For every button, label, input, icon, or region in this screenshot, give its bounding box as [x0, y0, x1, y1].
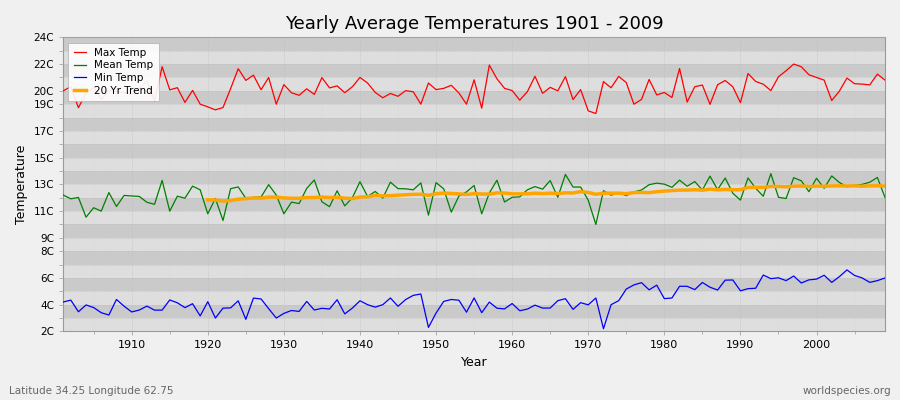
Mean Temp [606, 193, 616, 198]
20 Yr Trend [218, 199, 229, 204]
Line: Mean Temp: Mean Temp [63, 174, 885, 224]
Min Temp [286, 308, 297, 313]
Mean Temp [332, 188, 343, 193]
Min Temp [606, 302, 616, 307]
Bar [63, 278, 885, 291]
Line: Min Temp: Min Temp [63, 270, 885, 329]
Max Temp [606, 85, 616, 90]
Min Temp [507, 301, 517, 306]
Max Temp [119, 90, 130, 95]
Min Temp [58, 300, 68, 304]
Bar [63, 118, 885, 131]
Bar [63, 131, 885, 144]
Bar [63, 318, 885, 332]
Mean Temp [590, 222, 601, 227]
Max Temp [500, 86, 510, 91]
20 Yr Trend [682, 188, 693, 192]
Bar [63, 171, 885, 184]
Text: Latitude 34.25 Longitude 62.75: Latitude 34.25 Longitude 62.75 [9, 386, 174, 396]
20 Yr Trend [202, 198, 213, 202]
Bar [63, 224, 885, 238]
Max Temp [507, 88, 517, 93]
Min Temp [500, 306, 510, 311]
Bar [63, 104, 885, 118]
Bar [63, 251, 885, 264]
Bar [63, 51, 885, 64]
Max Temp [332, 84, 343, 88]
20 Yr Trend [834, 183, 845, 188]
Min Temp [598, 326, 609, 331]
Line: Max Temp: Max Temp [63, 64, 885, 114]
20 Yr Trend [302, 195, 312, 200]
Bar [63, 158, 885, 171]
Bar [63, 144, 885, 158]
Bar [63, 37, 885, 51]
Bar [63, 291, 885, 305]
Bar [63, 305, 885, 318]
Max Temp [788, 62, 799, 66]
Legend: Max Temp, Mean Temp, Min Temp, 20 Yr Trend: Max Temp, Mean Temp, Min Temp, 20 Yr Tre… [68, 42, 158, 101]
Bar [63, 264, 885, 278]
Min Temp [332, 297, 343, 302]
20 Yr Trend [864, 184, 875, 188]
Min Temp [842, 268, 852, 272]
Bar [63, 64, 885, 78]
20 Yr Trend [788, 184, 799, 188]
Mean Temp [119, 193, 130, 198]
Mean Temp [500, 200, 510, 204]
Min Temp [879, 276, 890, 280]
Mean Temp [879, 195, 890, 200]
Mean Temp [286, 200, 297, 204]
20 Yr Trend [773, 184, 784, 189]
Bar [63, 198, 885, 211]
Text: worldspecies.org: worldspecies.org [803, 386, 891, 396]
Bar [63, 78, 885, 91]
Y-axis label: Temperature: Temperature [15, 145, 28, 224]
Max Temp [590, 111, 601, 116]
Mean Temp [507, 195, 517, 200]
Bar [63, 91, 885, 104]
Mean Temp [766, 171, 777, 176]
Max Temp [879, 78, 890, 82]
20 Yr Trend [879, 184, 890, 188]
Min Temp [119, 304, 130, 308]
20 Yr Trend [416, 192, 427, 197]
Max Temp [58, 88, 68, 93]
Bar [63, 184, 885, 198]
Title: Yearly Average Temperatures 1901 - 2009: Yearly Average Temperatures 1901 - 2009 [284, 15, 663, 33]
Line: 20 Yr Trend: 20 Yr Trend [208, 186, 885, 201]
Mean Temp [58, 193, 68, 198]
Bar [63, 211, 885, 224]
X-axis label: Year: Year [461, 356, 488, 369]
Max Temp [286, 90, 297, 95]
Bar [63, 238, 885, 251]
